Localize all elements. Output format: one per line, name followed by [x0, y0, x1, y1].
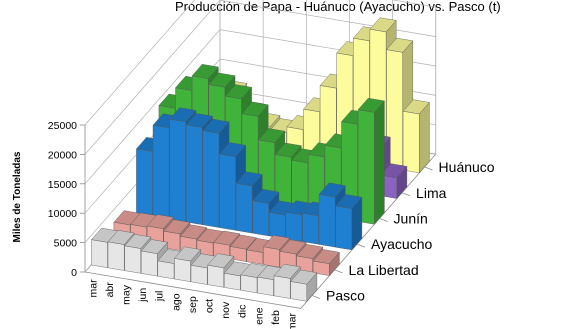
x-tick-label: jul — [154, 291, 166, 303]
depth-tick-mark — [356, 243, 366, 248]
x-tick-label: nov — [220, 301, 232, 319]
x-tick-label: abr — [104, 282, 116, 298]
x-tick-label: mar — [87, 279, 99, 298]
y-tick-label: 5000 — [54, 238, 78, 250]
depth-tick-mark — [379, 218, 388, 222]
bar-marks — [91, 17, 430, 302]
series-label: Junín — [394, 210, 428, 226]
series-labels: Pasco La Libertad Ayacucho Junín Lima Huánuco — [311, 159, 495, 304]
y-tick-label: 15000 — [48, 179, 77, 191]
y-axis-title: Miles de Toneladas — [12, 151, 23, 242]
x-tick-label: mar — [287, 313, 299, 329]
series-label: Lima — [416, 185, 447, 201]
bar — [312, 249, 340, 277]
bar — [357, 97, 385, 225]
gridline — [84, 0, 436, 126]
x-tick-label: may — [121, 284, 133, 305]
x-tick-label: oct — [204, 299, 216, 313]
depth-tick-mark — [401, 192, 411, 197]
y-tick-label: 0 — [71, 267, 77, 279]
bar — [380, 163, 408, 200]
y-tick-label: 25000 — [48, 120, 77, 132]
x-tick-label: jun — [137, 288, 149, 303]
chart-title-group: Producción de Papa - Huánuco (Ayacucho) … — [175, 0, 501, 14]
x-tick-label: dic — [237, 305, 249, 318]
bar — [290, 269, 318, 302]
x-tick-label: feb — [270, 310, 282, 325]
series-label: Ayacucho — [371, 236, 432, 252]
series-label: La Libertad — [349, 262, 419, 278]
bar — [335, 194, 363, 251]
series-label: Huánuco — [439, 159, 495, 175]
chart-title: Producción de Papa - Huánuco (Ayacucho) … — [175, 0, 501, 14]
depth-tick-mark — [334, 269, 343, 274]
x-tick-label: ago — [170, 293, 182, 311]
bar — [402, 99, 430, 174]
y-tick-label: 10000 — [48, 208, 77, 220]
depth-tick-mark — [311, 295, 321, 299]
x-tick-label: ene — [253, 307, 265, 325]
x-axis-ticks: mar abr may jun jul ago sep oct nov dic ene feb mar — [87, 279, 298, 329]
y-tick-label: 20000 — [48, 149, 77, 161]
y-axis-ticks: 0 5000 10000 15000 20000 25000 — [48, 120, 85, 279]
x-tick-label: sep — [187, 296, 199, 313]
depth-tick-mark — [424, 166, 433, 171]
series-label: Pasco — [326, 288, 365, 304]
gridline — [84, 0, 436, 155]
